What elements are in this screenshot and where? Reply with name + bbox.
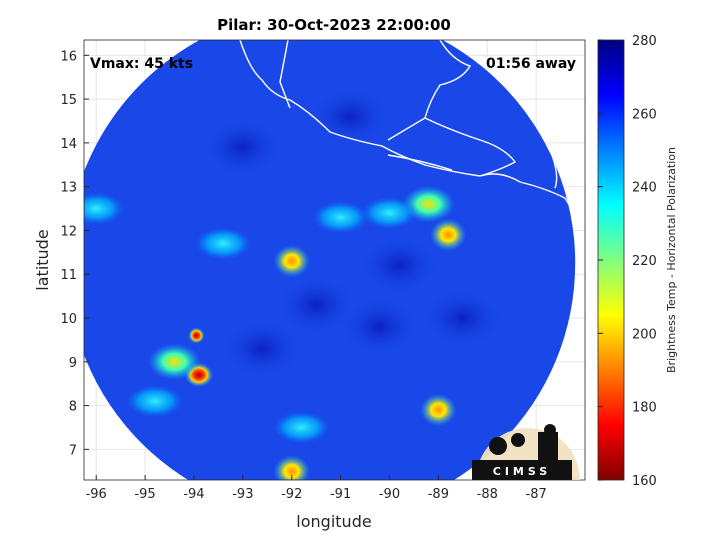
x-tick-label: -91 [330,487,351,502]
logo-text: CIMSS [493,465,551,478]
y-tick-label: 15 [60,93,77,108]
colorbar-tick-label: 260 [632,107,657,122]
x-tick-label: -93 [232,487,253,502]
x-axis-label: longitude [296,512,371,531]
convection-feature [273,245,310,278]
convection-feature [312,201,369,234]
dish-icon-2 [511,433,525,447]
convection-feature [430,218,467,251]
cold-ocean-area [224,320,301,377]
x-tick-label: -88 [477,487,498,502]
chart-title: Pilar: 30-Oct-2023 22:00:00 [217,16,451,34]
colorbar-label: Brightness Temp - Horizontal Polarizatio… [665,147,678,373]
colorbar-tick-label: 280 [632,34,657,49]
logo-band [472,460,572,480]
x-tick-label: -96 [86,487,107,502]
feature-layer [84,88,501,480]
y-tick-label: 7 [69,443,77,458]
y-tick-label: 16 [60,49,77,64]
cimss-logo: CIMSS [472,424,580,480]
cold-ocean-area [361,237,438,294]
cold-ocean-area [204,119,281,176]
convection-feature [126,385,183,418]
axes-box [83,39,586,481]
x-tick-label: -95 [134,487,155,502]
cold-ocean-area [278,276,355,333]
x-tick-label: -92 [281,487,302,502]
x-tick-label: -90 [379,487,400,502]
x-axis: -96 -95 -94 -93 -92 -91 -90 -89 -88 -87 [86,475,547,502]
time-offset-annotation: 01:56 away [486,56,576,72]
colorbar-tick-label: 200 [632,327,657,342]
y-axis: 7 8 9 10 11 12 13 14 15 16 [60,49,89,458]
cold-ocean-area [341,298,418,355]
y-tick-label: 12 [60,224,77,239]
x-tick-label: -94 [183,487,204,502]
y-tick-label: 9 [69,356,77,371]
tower-icon [544,424,556,436]
colorbar-tick-label: 240 [632,181,657,196]
x-tick-label: -87 [526,487,547,502]
convection-feature [273,411,330,444]
convection-feature [84,192,125,225]
vmax-annotation: Vmax: 45 kts [90,56,193,72]
y-axis-label: latitude [33,229,52,290]
colorbar-tick-label: 160 [632,474,657,489]
colorbar-ticks: 160 180 200 220 240 260 280 [598,34,657,489]
building-icon [538,432,558,460]
colorbar-tick-label: 180 [632,401,657,416]
swath-image [84,40,576,480]
convection-feature [195,227,252,260]
y-tick-label: 14 [60,137,77,152]
dish-icon [489,437,507,455]
colorbar-tick-label: 220 [632,254,657,269]
convection-feature [188,327,205,344]
y-tick-label: 11 [60,268,77,283]
convection-feature [420,393,457,426]
coastline [239,40,576,263]
cold-ocean-area [424,290,501,347]
x-tick-label: -89 [428,487,449,502]
convection-feature [148,343,201,380]
y-tick-label: 13 [60,181,77,196]
convection-feature [273,455,310,480]
convection-feature [361,196,418,229]
y-tick-label: 8 [69,400,77,415]
y-tick-label: 10 [60,312,77,327]
cold-ocean-area [312,88,389,145]
